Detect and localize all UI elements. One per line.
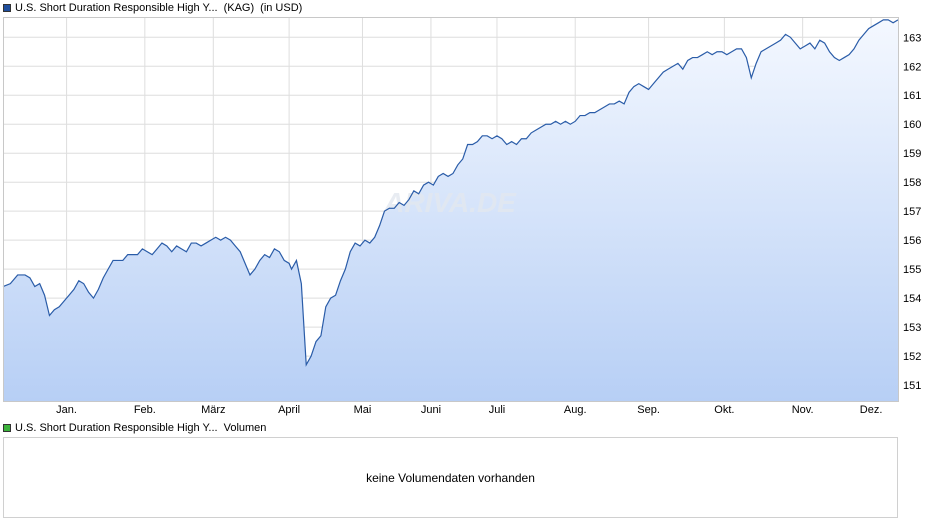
price-area-fill <box>3 19 898 402</box>
y-tick-label: 151 <box>903 380 921 392</box>
volume-legend-name: U.S. Short Duration Responsible High Y..… <box>15 422 218 434</box>
y-tick-label: 152 <box>903 351 921 363</box>
y-tick-label: 155 <box>903 264 921 276</box>
y-tick-label: 163 <box>903 32 921 44</box>
y-tick-label: 162 <box>903 61 921 73</box>
x-tick-label: Okt. <box>714 404 734 416</box>
y-tick-label: 157 <box>903 206 921 218</box>
y-tick-label: 158 <box>903 177 921 189</box>
price-legend: U.S. Short Duration Responsible High Y..… <box>3 1 308 15</box>
y-tick-label: 156 <box>903 235 921 247</box>
price-legend-tag: (KAG) <box>223 2 255 14</box>
volume-legend-swatch <box>3 424 11 432</box>
x-tick-label: Aug. <box>564 404 587 416</box>
x-tick-label: März <box>201 404 225 416</box>
y-tick-label: 159 <box>903 148 921 160</box>
x-tick-label: Dez. <box>860 404 883 416</box>
price-line <box>2 19 899 367</box>
y-tick-label: 160 <box>903 119 921 131</box>
y-tick-label: 154 <box>903 293 921 305</box>
x-tick-label: Juli <box>489 404 506 416</box>
x-tick-label: Mai <box>354 404 372 416</box>
price-chart: ARIVA.DE 151 152 153 154 155 156 157 158 159 160 1… <box>2 17 921 416</box>
volume-legend-label: Volumen <box>223 422 267 434</box>
x-tick-label: Feb. <box>134 404 156 416</box>
price-legend-swatch <box>3 4 11 12</box>
x-tick-label: Juni <box>421 404 441 416</box>
price-legend-name: U.S. Short Duration Responsible High Y..… <box>15 2 218 14</box>
plot-frame <box>3 17 899 402</box>
x-tick-label: Sep. <box>637 404 660 416</box>
y-tick-label: 153 <box>903 322 921 334</box>
volume-legend: U.S. Short Duration Responsible High Y..… <box>3 421 272 435</box>
y-tick-label: 161 <box>903 90 921 102</box>
price-legend-unit: (in USD) <box>260 2 303 14</box>
x-tick-label: Jan. <box>56 404 77 416</box>
x-tick-label: Nov. <box>792 404 814 416</box>
x-tick-label: April <box>278 404 300 416</box>
volume-panel: keine Volumendaten vorhanden <box>3 437 898 518</box>
volume-empty-message: keine Volumendaten vorhanden <box>366 470 535 485</box>
watermark: ARIVA.DE <box>383 187 517 218</box>
